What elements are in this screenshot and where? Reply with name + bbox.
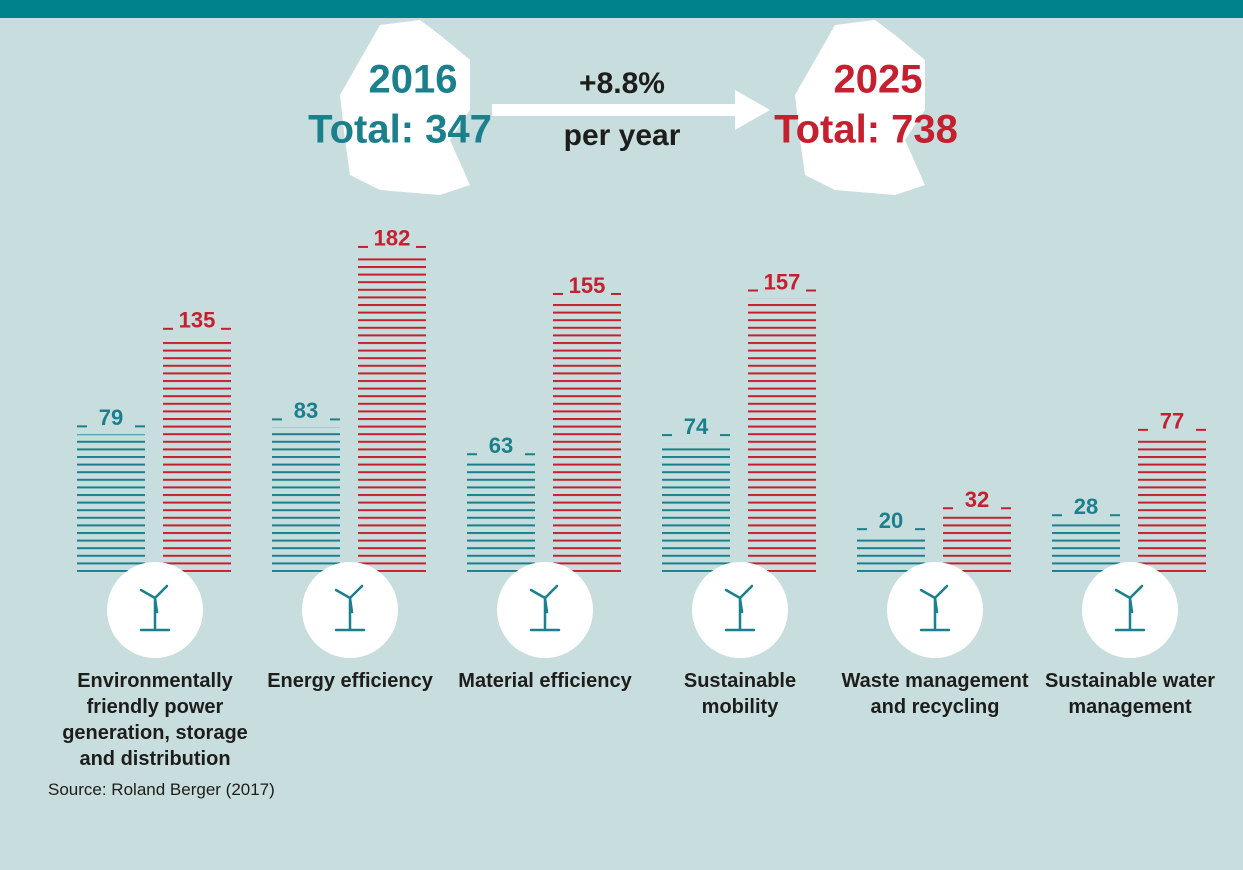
value-label: 63 xyxy=(489,433,513,458)
category-label: Environmentally friendly power generatio… xyxy=(62,670,248,770)
value-label: 135 xyxy=(179,308,216,333)
category-label: Energy efficiency xyxy=(267,670,433,692)
growth-unit: per year xyxy=(564,119,681,152)
value-label: 182 xyxy=(374,226,411,251)
total-2016: Total: 347 xyxy=(308,108,492,152)
icon xyxy=(919,584,951,632)
category-label: Sustainable water management xyxy=(1044,670,1216,718)
category-label: Material efficiency xyxy=(458,670,632,692)
year-2025: 2025 xyxy=(834,58,923,102)
bar xyxy=(553,301,621,572)
bar xyxy=(748,298,816,572)
map-germany xyxy=(340,20,470,195)
bar xyxy=(358,254,426,573)
value-label: 79 xyxy=(99,405,123,430)
icon xyxy=(529,584,561,632)
value-label: 77 xyxy=(1160,409,1184,434)
bar xyxy=(857,537,925,572)
bar xyxy=(662,443,730,572)
value-label: 74 xyxy=(684,414,709,439)
bar xyxy=(467,462,535,572)
icon xyxy=(139,584,171,632)
category-label: Waste management and recycling xyxy=(841,670,1029,718)
icon xyxy=(724,584,756,632)
total-2025: Total: 738 xyxy=(774,108,958,152)
year-2016: 2016 xyxy=(369,58,458,102)
source: Source: Roland Berger (2017) xyxy=(48,780,275,799)
bar xyxy=(1052,523,1120,572)
bar xyxy=(77,434,145,572)
value-label: 155 xyxy=(569,273,606,298)
arrow xyxy=(492,90,770,130)
bar xyxy=(1138,437,1206,572)
category-label: Sustainable mobility xyxy=(683,670,797,718)
bar xyxy=(943,516,1011,572)
icon xyxy=(1114,584,1146,632)
icon xyxy=(334,584,366,632)
value-label: 32 xyxy=(965,487,989,512)
value-label: 157 xyxy=(764,269,801,294)
value-label: 20 xyxy=(879,508,903,533)
top-bar xyxy=(0,0,1243,18)
bar xyxy=(272,427,340,572)
growth: +8.8% xyxy=(579,67,665,100)
value-label: 28 xyxy=(1074,494,1098,519)
map-germany xyxy=(795,20,925,195)
bar xyxy=(163,336,231,572)
value-label: 83 xyxy=(294,398,318,423)
